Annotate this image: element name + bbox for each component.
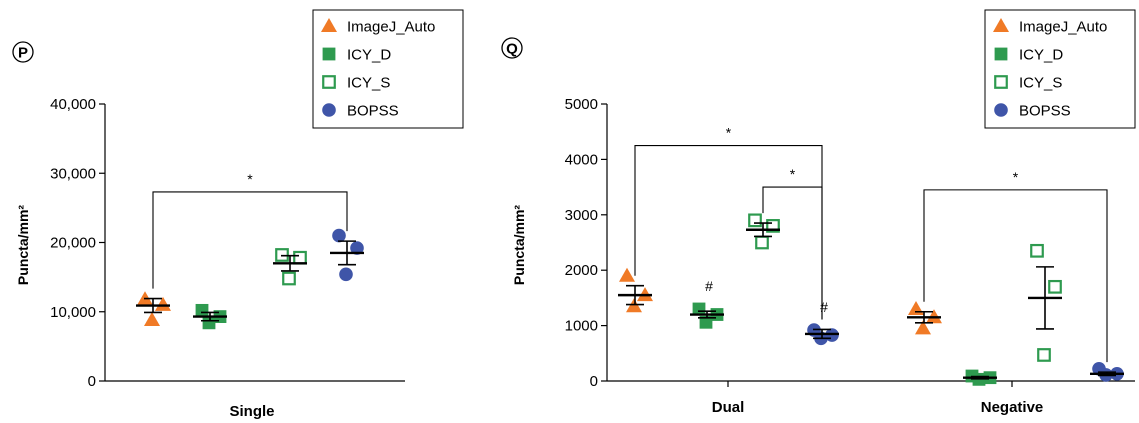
panel-label-circle-p <box>12 41 34 63</box>
legend-label: ICY_D <box>347 47 391 64</box>
axes-q: 0 1000 2000 3000 4000 5000 <box>565 96 1135 390</box>
y-tick-label: 2000 <box>565 262 598 279</box>
data-point-bopss <box>339 267 353 282</box>
data-point-icy-s <box>293 250 307 265</box>
data-point-icy-d <box>195 303 209 317</box>
significance-bracket <box>152 191 348 289</box>
y-axis-label-q: Puncta/mm² <box>511 205 527 285</box>
panel-label-circle-q <box>501 37 523 59</box>
legend-label: ICY_D <box>1019 47 1063 64</box>
marks-q: * * * # # <box>618 125 1124 386</box>
hash-mark: # <box>820 299 828 315</box>
panel-label-p: P <box>18 45 28 62</box>
legend-label: ICY_S <box>347 75 390 92</box>
y-tick-label: 3000 <box>565 207 598 224</box>
data-point-icy-s <box>282 271 296 286</box>
panel-label-q: Q <box>506 41 518 58</box>
hash-mark: # <box>705 278 713 294</box>
data-point-icy-d <box>699 315 713 329</box>
legend-label: BOPSS <box>347 103 399 120</box>
data-point-icy-s <box>1030 243 1044 258</box>
y-tick-label: 30,000 <box>50 165 96 182</box>
y-tick-label: 0 <box>590 373 598 390</box>
legend-p: ImageJ_Auto ICY_D ICY_S BOPSS <box>312 9 464 129</box>
panel-q: Q Puncta/mm² Dual Negative 0 1000 2000 3000… <box>501 37 1135 416</box>
y-tick-label: 4000 <box>565 151 598 168</box>
legend-q: ImageJ_Auto ICY_D ICY_S BOPSS <box>984 9 1136 129</box>
legend-label: BOPSS <box>1019 103 1071 120</box>
legend-marker-icy-s <box>322 75 336 89</box>
y-tick-label: 10,000 <box>50 304 96 321</box>
group-label-single: Single <box>229 403 274 420</box>
legend-marker-imagej-auto <box>321 18 337 32</box>
axes-p: 0 10,000 20,000 30,000 40,000 <box>50 96 405 390</box>
legend-label: ImageJ_Auto <box>347 19 435 36</box>
data-point-icy-s <box>766 219 780 233</box>
y-axis-label-p: Puncta/mm² <box>15 205 31 285</box>
data-point-icy-d <box>692 302 706 316</box>
data-point-icy-d <box>202 316 216 330</box>
legend-marker-bopss <box>322 103 336 117</box>
data-point-imagej-auto <box>144 312 160 327</box>
significance-star: * <box>790 166 796 182</box>
legend-box <box>312 9 464 129</box>
significance-star: * <box>247 171 253 187</box>
data-point-imagej-auto <box>908 300 924 315</box>
significance-bracket <box>923 189 1108 363</box>
legend-marker-icy-d <box>994 47 1008 61</box>
marks-p: * <box>136 171 364 330</box>
panel-p: P Puncta/mm² Single 0 10,000 20,000 30,000 4… <box>12 41 405 420</box>
y-tick-label: 1000 <box>565 318 598 335</box>
legend-marker-icy-d <box>322 47 336 61</box>
data-point-icy-s <box>1037 348 1051 362</box>
data-point-imagej-auto <box>619 267 635 282</box>
y-tick-label: 20,000 <box>50 235 96 252</box>
legend-box <box>984 9 1136 129</box>
data-point-bopss <box>350 241 364 255</box>
data-point-imagej-auto <box>915 320 931 335</box>
data-point-icy-s <box>755 235 769 250</box>
legend-marker-imagej-auto <box>993 18 1009 32</box>
legend-marker-icy-s <box>994 75 1008 89</box>
y-tick-label: 40,000 <box>50 96 96 113</box>
y-tick-label: 0 <box>88 373 96 390</box>
significance-star: * <box>726 125 732 141</box>
group-label-negative: Negative <box>981 399 1044 416</box>
legend-marker-bopss <box>994 103 1008 117</box>
y-tick-label: 5000 <box>565 96 598 113</box>
group-label-dual: Dual <box>712 399 745 416</box>
data-point-icy-s <box>1048 279 1062 294</box>
legend-label: ImageJ_Auto <box>1019 19 1107 36</box>
significance-bracket <box>762 186 823 320</box>
data-point-imagej-auto <box>155 296 171 311</box>
data-point-icy-s <box>748 213 762 228</box>
legend-label: ICY_S <box>1019 75 1062 92</box>
significance-star: * <box>1013 169 1019 185</box>
data-point-bopss <box>332 228 346 243</box>
